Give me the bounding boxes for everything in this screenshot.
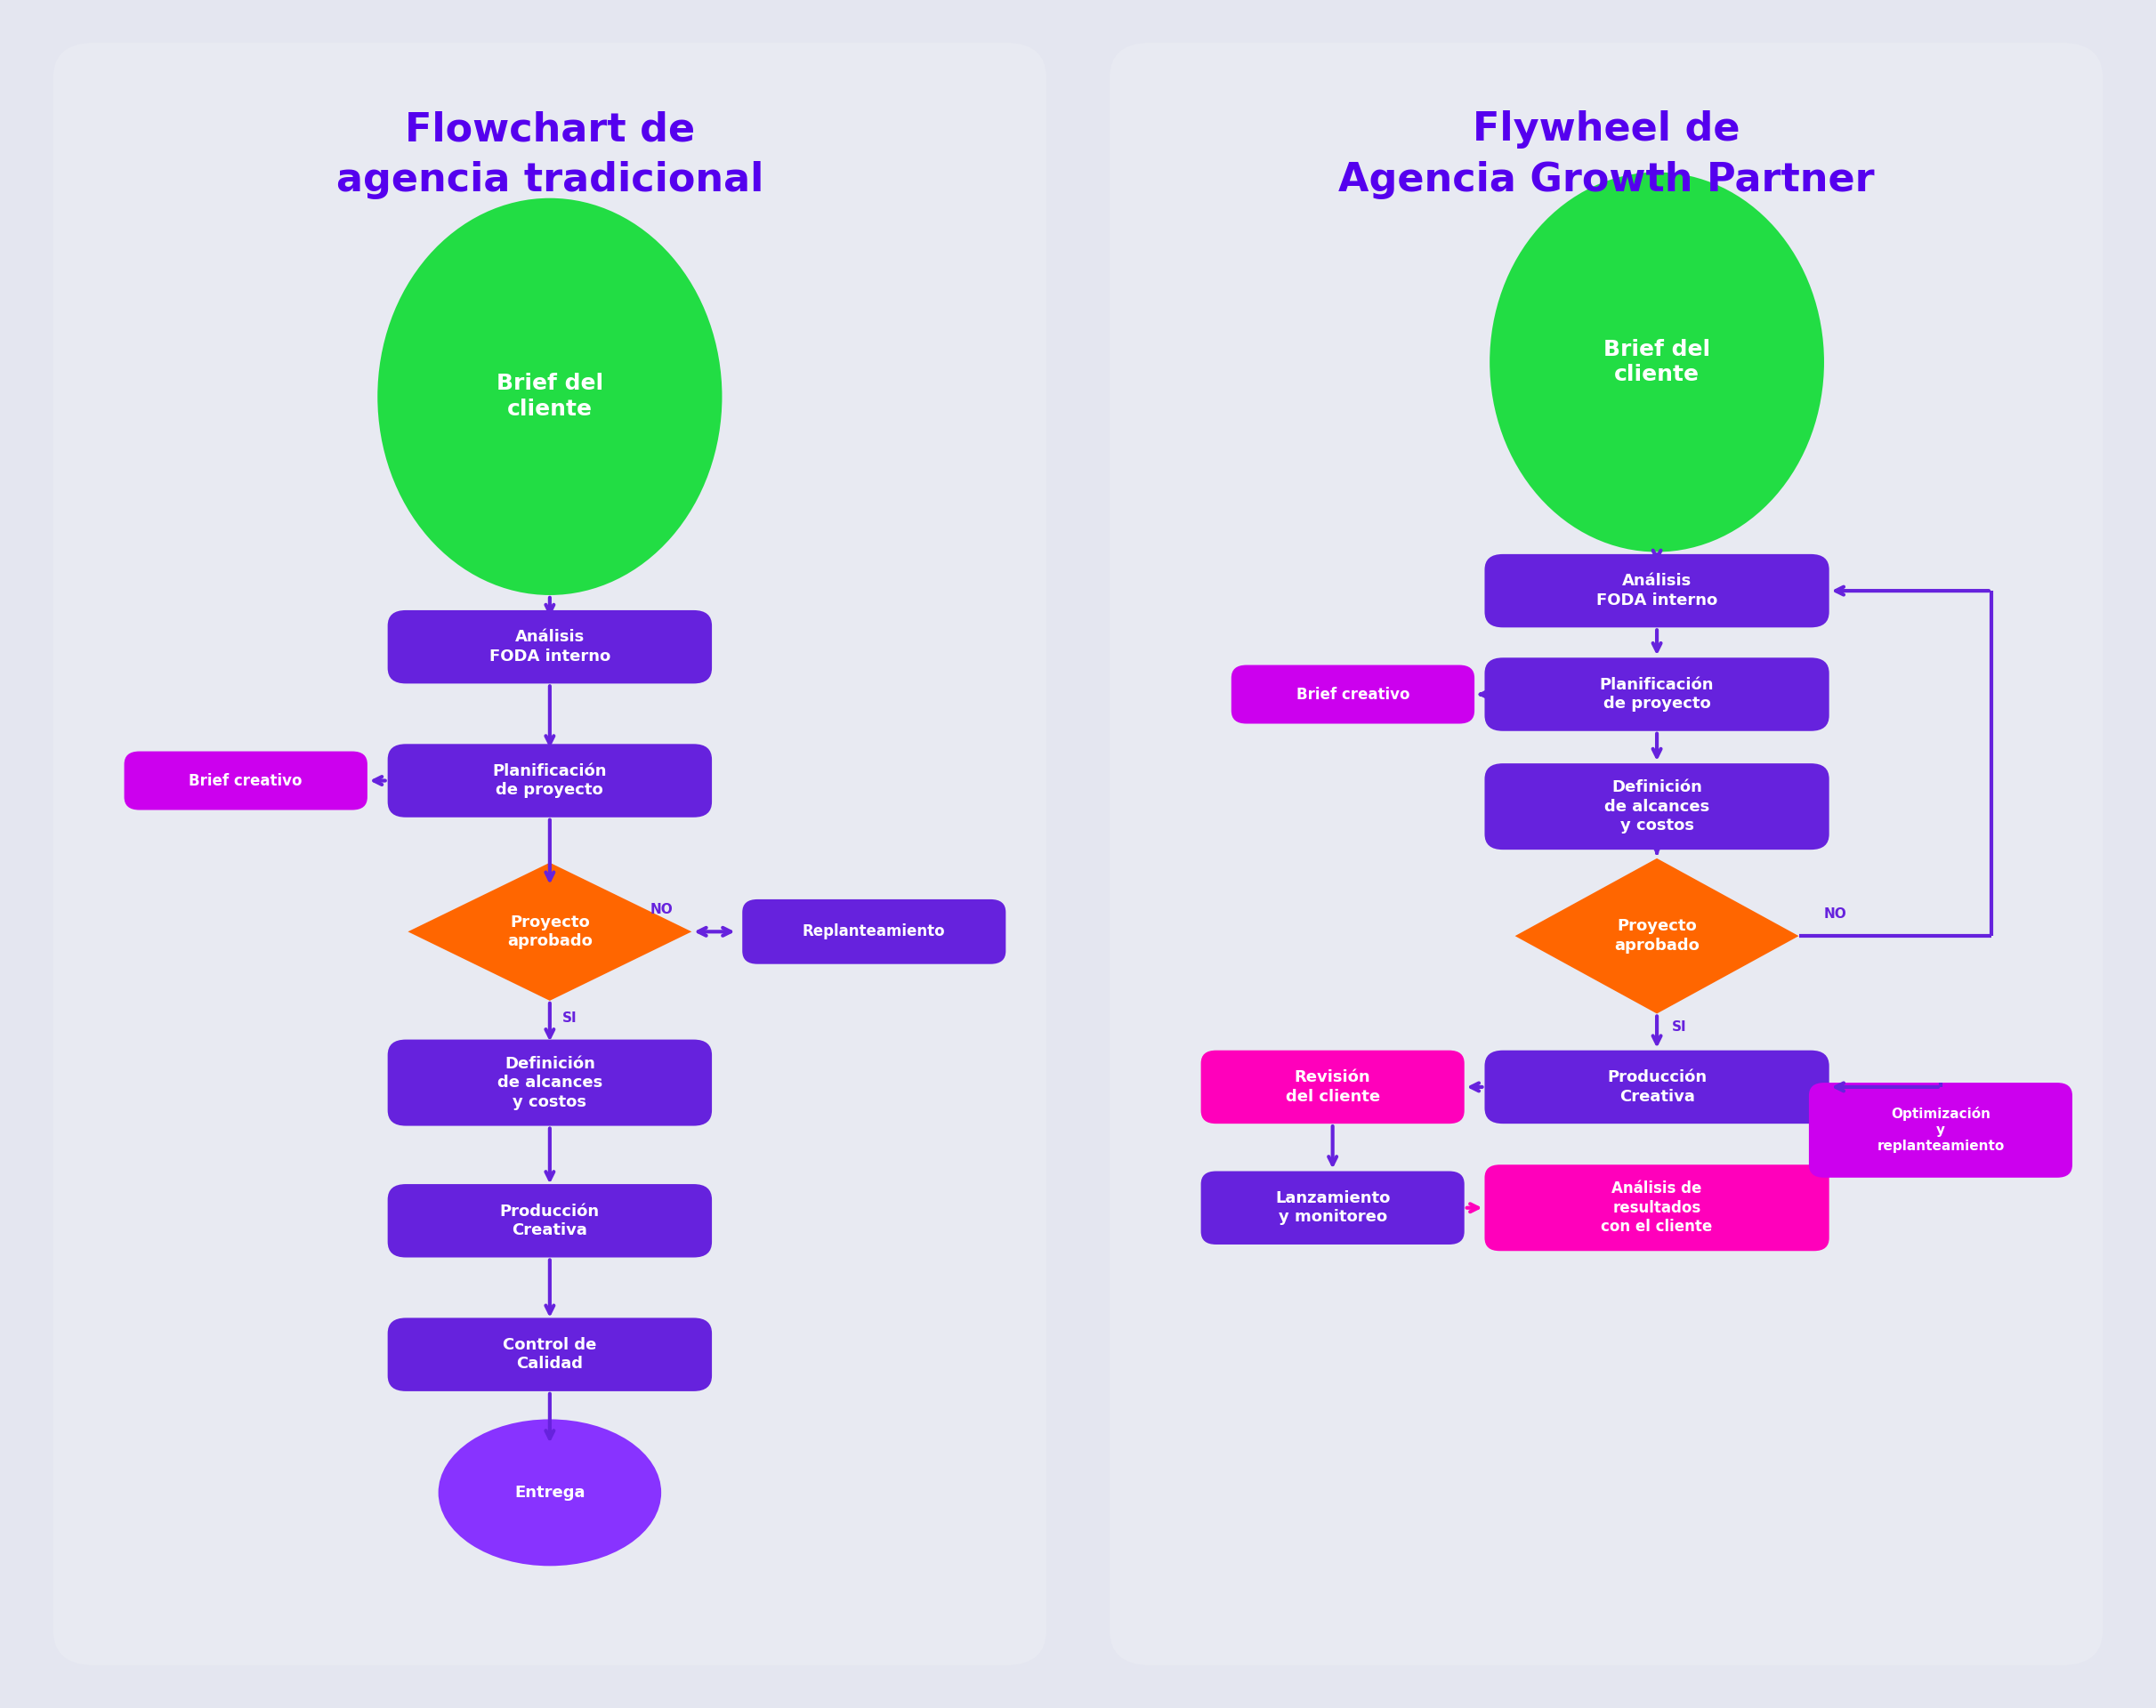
FancyBboxPatch shape <box>388 1184 711 1257</box>
FancyBboxPatch shape <box>1201 1050 1464 1124</box>
Text: Brief del
cliente: Brief del cliente <box>496 372 604 420</box>
FancyBboxPatch shape <box>1231 664 1475 724</box>
FancyBboxPatch shape <box>388 1319 711 1392</box>
Text: Análisis
FODA interno: Análisis FODA interno <box>489 629 610 664</box>
Text: SI: SI <box>1673 1020 1686 1033</box>
Text: Flywheel de
Agencia Growth Partner: Flywheel de Agencia Growth Partner <box>1339 111 1874 200</box>
Text: Definición
de alcances
y costos: Definición de alcances y costos <box>498 1056 602 1110</box>
Text: NO: NO <box>1824 907 1848 921</box>
FancyBboxPatch shape <box>388 1040 711 1126</box>
Text: Lanzamiento
y monitoreo: Lanzamiento y monitoreo <box>1274 1190 1391 1225</box>
FancyBboxPatch shape <box>125 752 367 810</box>
FancyBboxPatch shape <box>1110 43 2102 1665</box>
Text: Planificación
de proyecto: Planificación de proyecto <box>492 763 608 798</box>
Text: Proyecto
aprobado: Proyecto aprobado <box>1615 919 1699 953</box>
Ellipse shape <box>438 1419 662 1566</box>
Text: SI: SI <box>563 1011 578 1025</box>
FancyBboxPatch shape <box>1485 1165 1828 1250</box>
Text: Definición
de alcances
y costos: Definición de alcances y costos <box>1604 779 1710 834</box>
Text: Producción
Creativa: Producción Creativa <box>1606 1069 1708 1105</box>
Text: Producción
Creativa: Producción Creativa <box>500 1202 599 1238</box>
Polygon shape <box>1516 859 1798 1013</box>
Text: Revisión
del cliente: Revisión del cliente <box>1285 1069 1380 1105</box>
Text: Brief creativo: Brief creativo <box>1296 687 1410 702</box>
FancyBboxPatch shape <box>1201 1172 1464 1245</box>
Text: NO: NO <box>649 904 673 915</box>
FancyBboxPatch shape <box>1485 1050 1828 1124</box>
Ellipse shape <box>1490 173 1824 552</box>
FancyBboxPatch shape <box>388 610 711 683</box>
FancyBboxPatch shape <box>388 745 711 818</box>
Text: Planificación
de proyecto: Planificación de proyecto <box>1600 676 1714 712</box>
Text: Análisis de
resultados
con el cliente: Análisis de resultados con el cliente <box>1602 1180 1712 1235</box>
Text: Análisis
FODA interno: Análisis FODA interno <box>1595 574 1718 608</box>
FancyBboxPatch shape <box>742 900 1005 963</box>
Text: Control de
Calidad: Control de Calidad <box>502 1337 597 1372</box>
Text: Optimización
y
replanteamiento: Optimización y replanteamiento <box>1878 1107 2005 1153</box>
FancyBboxPatch shape <box>1485 658 1828 731</box>
Text: Entrega: Entrega <box>515 1484 584 1501</box>
Polygon shape <box>407 863 692 1001</box>
Text: Replanteamiento: Replanteamiento <box>802 924 946 939</box>
Text: Brief del
cliente: Brief del cliente <box>1604 338 1710 386</box>
Text: Brief creativo: Brief creativo <box>190 772 302 789</box>
Text: Flowchart de
agencia tradicional: Flowchart de agencia tradicional <box>336 111 763 200</box>
FancyBboxPatch shape <box>54 43 1046 1665</box>
FancyBboxPatch shape <box>1485 763 1828 849</box>
FancyBboxPatch shape <box>1809 1083 2072 1177</box>
FancyBboxPatch shape <box>1485 553 1828 627</box>
Ellipse shape <box>377 198 722 594</box>
Text: Proyecto
aprobado: Proyecto aprobado <box>507 914 593 950</box>
